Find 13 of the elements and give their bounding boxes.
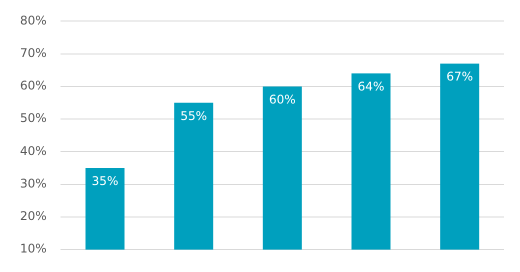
data-label: 67% bbox=[446, 70, 474, 84]
y-tick-label: 70% bbox=[20, 46, 47, 60]
y-tick-label: 80% bbox=[20, 13, 47, 28]
y-tick-label: 60% bbox=[20, 78, 47, 93]
data-label: 55% bbox=[180, 108, 208, 123]
y-tick-label: 10% bbox=[20, 242, 47, 256]
data-label: 35% bbox=[92, 174, 118, 188]
y-tick-label: 40% bbox=[20, 144, 47, 158]
y-tick-label: 50% bbox=[20, 111, 47, 126]
y-tick-label: 20% bbox=[20, 209, 47, 224]
data-label: 64% bbox=[358, 80, 384, 94]
data-label: 60% bbox=[269, 92, 296, 107]
y-tick-label: 30% bbox=[20, 176, 47, 190]
